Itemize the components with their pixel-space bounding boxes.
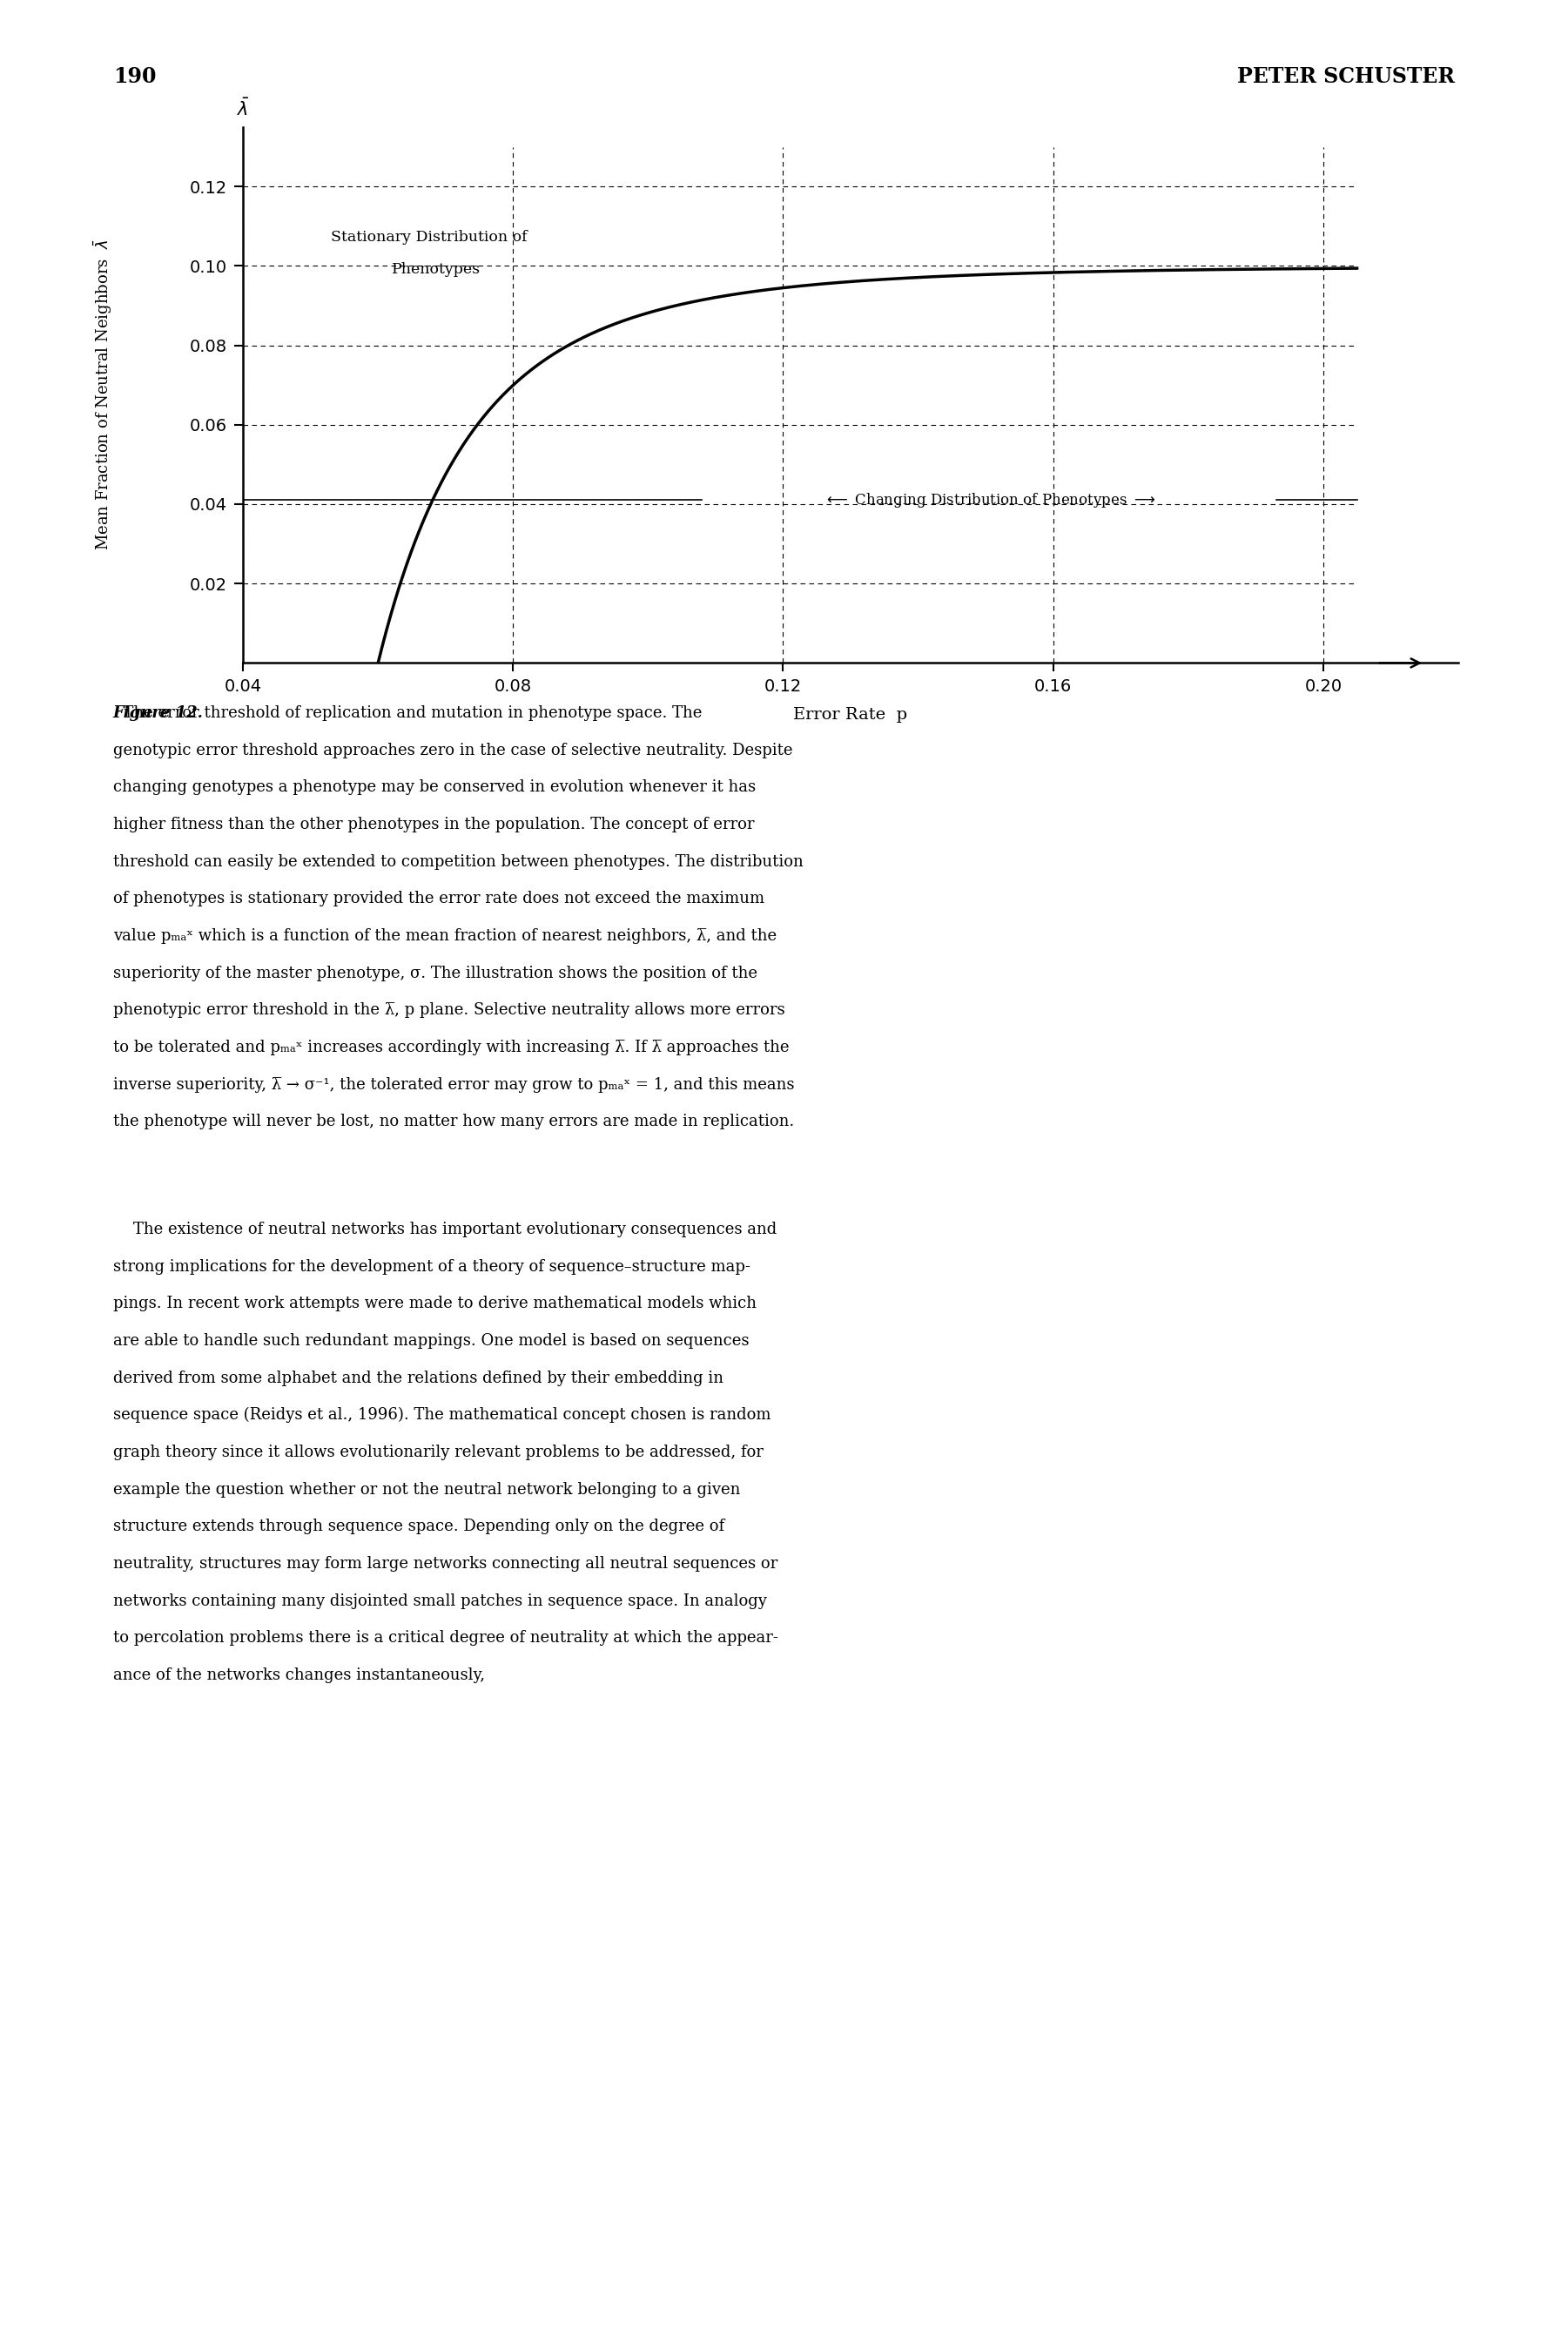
Text: sequence space (Reidys et al., 1996). The mathematical concept chosen is random: sequence space (Reidys et al., 1996). Th… [113, 1408, 770, 1422]
Text: higher fitness than the other phenotypes in the population. The concept of error: higher fitness than the other phenotypes… [113, 816, 754, 832]
Text: the phenotype will never be lost, no matter how many errors are made in replicat: the phenotype will never be lost, no mat… [113, 1114, 793, 1128]
Text: 190: 190 [113, 66, 155, 87]
Text: structure extends through sequence space. Depending only on the degree of: structure extends through sequence space… [113, 1519, 724, 1535]
Text: Phenotypes: Phenotypes [392, 261, 480, 277]
Text: graph theory since it allows evolutionarily relevant problems to be addressed, f: graph theory since it allows evolutionar… [113, 1444, 764, 1460]
X-axis label: Error Rate  p: Error Rate p [793, 708, 908, 724]
Text: networks containing many disjointed small patches in sequence space. In analogy: networks containing many disjointed smal… [113, 1594, 767, 1608]
Text: $\longleftarrow$ Changing Distribution of Phenotypes $\longrightarrow$: $\longleftarrow$ Changing Distribution o… [823, 491, 1156, 510]
Text: phenotypic error threshold in the λ̅, p plane. Selective neutrality allows more : phenotypic error threshold in the λ̅, p … [113, 1002, 784, 1018]
Text: are able to handle such redundant mappings. One model is based on sequences: are able to handle such redundant mappin… [113, 1333, 750, 1349]
Text: Stationary Distribution of: Stationary Distribution of [331, 230, 527, 245]
Text: genotypic error threshold approaches zero in the case of selective neutrality. D: genotypic error threshold approaches zer… [113, 743, 792, 757]
Text: The existence of neutral networks has important evolutionary consequences and: The existence of neutral networks has im… [113, 1223, 776, 1237]
Text: example the question whether or not the neutral network belonging to a given: example the question whether or not the … [113, 1481, 740, 1498]
Text: changing genotypes a phenotype may be conserved in evolution whenever it has: changing genotypes a phenotype may be co… [113, 781, 756, 795]
Text: pings. In recent work attempts were made to derive mathematical models which: pings. In recent work attempts were made… [113, 1295, 756, 1312]
Text: derived from some alphabet and the relations defined by their embedding in: derived from some alphabet and the relat… [113, 1371, 723, 1385]
Text: Figure 12.: Figure 12. [113, 705, 204, 722]
Text: superiority of the master phenotype, σ. The illustration shows the position of t: superiority of the master phenotype, σ. … [113, 966, 757, 980]
Text: of phenotypes is stationary provided the error rate does not exceed the maximum: of phenotypes is stationary provided the… [113, 891, 764, 907]
Text: PETER SCHUSTER: PETER SCHUSTER [1237, 66, 1455, 87]
Text: strong implications for the development of a theory of sequence–structure map-: strong implications for the development … [113, 1258, 750, 1274]
Text: neutrality, structures may form large networks connecting all neutral sequences : neutrality, structures may form large ne… [113, 1556, 778, 1570]
Text: value pₘₐˣ which is a function of the mean fraction of nearest neighbors, λ̅, an: value pₘₐˣ which is a function of the me… [113, 929, 776, 943]
Text: The error threshold of replication and mutation in phenotype space. The: The error threshold of replication and m… [113, 705, 702, 722]
Text: inverse superiority, λ̅ → σ⁻¹, the tolerated error may grow to pₘₐˣ = 1, and thi: inverse superiority, λ̅ → σ⁻¹, the toler… [113, 1077, 793, 1093]
Text: to percolation problems there is a critical degree of neutrality at which the ap: to percolation problems there is a criti… [113, 1629, 778, 1646]
Text: threshold can easily be extended to competition between phenotypes. The distribu: threshold can easily be extended to comp… [113, 853, 803, 870]
Text: $\bar{\lambda}$: $\bar{\lambda}$ [237, 99, 249, 120]
Text: to be tolerated and pₘₐˣ increases accordingly with increasing λ̅. If λ̅ approac: to be tolerated and pₘₐˣ increases accor… [113, 1039, 789, 1056]
Text: ance of the networks changes instantaneously,: ance of the networks changes instantaneo… [113, 1667, 485, 1683]
Text: Mean Fraction of Neutral Neighbors  $\bar{\lambda}$: Mean Fraction of Neutral Neighbors $\bar… [93, 240, 114, 550]
